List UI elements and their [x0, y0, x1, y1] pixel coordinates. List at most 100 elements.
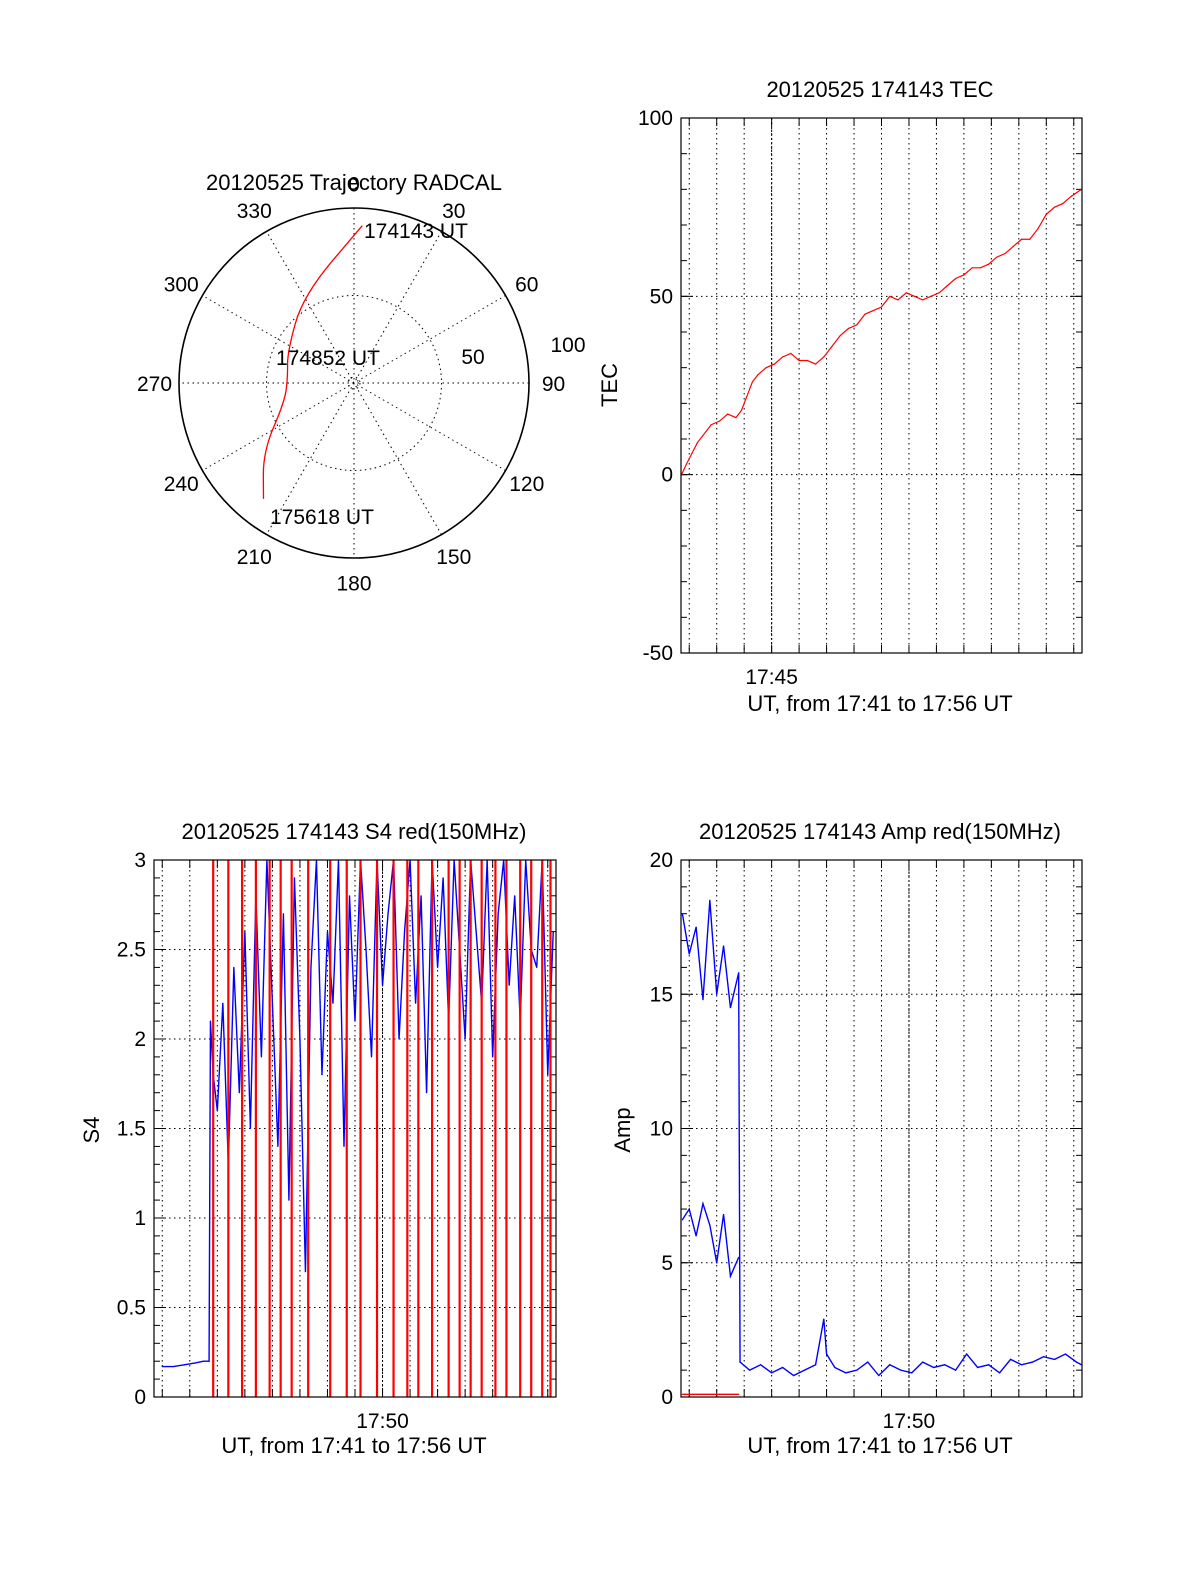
data-point	[790, 352, 792, 354]
data-point	[343, 1145, 345, 1147]
data-point	[299, 1038, 301, 1040]
data-point	[202, 1360, 205, 1362]
data-point	[233, 966, 235, 969]
data-point	[856, 1369, 858, 1371]
data-point	[709, 899, 711, 901]
y-tick-label: 2.5	[117, 939, 146, 962]
data-series-line	[681, 188, 1082, 475]
data-point	[398, 1038, 400, 1040]
data-point	[966, 1353, 968, 1355]
polar-trajectory-line	[262, 225, 363, 499]
data-point	[244, 931, 246, 933]
data-point	[878, 1374, 880, 1377]
data-point	[209, 1020, 212, 1022]
data-point	[938, 292, 940, 294]
data-point	[437, 966, 439, 969]
data-point	[249, 1127, 251, 1130]
data-point	[803, 1369, 806, 1371]
x-tick-label: 17:50	[883, 1410, 936, 1433]
data-point	[1075, 1361, 1078, 1363]
data-point	[216, 1110, 218, 1112]
data-point	[872, 310, 874, 312]
data-point	[1053, 206, 1056, 208]
polar-azimuth-label: 120	[509, 473, 544, 496]
y-tick-label: 0	[661, 464, 673, 487]
amp-chart: 20120525 174143 Amp red(150MHz) 0 5 10 15 20…	[610, 819, 1083, 1458]
data-point	[839, 334, 841, 337]
data-series-line	[162, 859, 554, 1368]
data-point	[354, 1020, 356, 1022]
data-point	[304, 1271, 307, 1273]
data-point	[782, 1366, 784, 1369]
data-point	[979, 267, 981, 269]
data-point	[365, 948, 367, 951]
data-point	[760, 1364, 762, 1366]
data-point	[757, 374, 759, 376]
data-point	[727, 413, 729, 415]
data-point	[944, 1364, 946, 1366]
data-point	[1031, 1361, 1034, 1363]
data-point	[1012, 245, 1014, 247]
tec-plot-area: -50 0 50 100 17:45	[638, 107, 1083, 689]
data-point	[709, 1224, 711, 1226]
data-point	[1020, 238, 1023, 240]
data-point	[348, 895, 351, 897]
data-point	[729, 1007, 732, 1009]
s4-plot-area: 0 0.5 1 1.5 2 2.5 3 17:50	[117, 849, 557, 1433]
data-point	[326, 931, 329, 933]
tec-xlabel: UT, from 17:41 to 17:56 UT	[747, 691, 1012, 716]
data-point	[238, 1092, 240, 1094]
data-point	[547, 1074, 549, 1076]
data-point	[1042, 1356, 1045, 1358]
y-tick-label: 1.5	[117, 1118, 146, 1141]
data-point	[514, 895, 516, 897]
data-point	[988, 1364, 990, 1366]
s4-xlabel: UT, from 17:41 to 17:56 UT	[221, 1433, 486, 1458]
data-point	[425, 1092, 428, 1094]
data-point	[464, 1038, 466, 1040]
data-point	[387, 913, 389, 915]
data-point	[718, 420, 721, 422]
data-point	[738, 1256, 740, 1258]
data-point	[977, 1366, 979, 1369]
data-point	[933, 1366, 935, 1369]
data-point	[702, 1203, 704, 1205]
data-point	[321, 1074, 323, 1076]
data-point	[442, 877, 444, 879]
y-tick-label: 3	[134, 849, 146, 872]
data-point	[905, 292, 907, 294]
data-point	[536, 966, 538, 969]
amp-ylabel: Amp	[610, 1107, 635, 1152]
data-point	[749, 1369, 751, 1371]
data-point	[1029, 238, 1031, 240]
data-point	[738, 972, 740, 974]
polar-trajectory-chart: 20120525 Trajectory RADCAL 0 30 60 90 120 150…	[137, 170, 586, 596]
polar-spoke	[266, 231, 442, 535]
amp-plot-area: 0 5 10 15 20 17:50	[650, 849, 1083, 1433]
polar-azimuth-label: 300	[164, 273, 199, 296]
polar-azimuth-label: 210	[237, 546, 272, 569]
data-point	[845, 1372, 847, 1374]
data-point	[814, 363, 817, 365]
y-tick-label: 0.5	[117, 1297, 146, 1320]
data-point	[913, 295, 916, 297]
polar-time-annotation: 175618 UT	[270, 506, 374, 529]
data-point	[856, 324, 858, 326]
data-point	[823, 356, 825, 358]
polar-center-ring	[347, 376, 361, 390]
data-point	[729, 1275, 732, 1277]
polar-labels: 0 30 60 90 120 150 180 210 240 270 300 330 50 100	[137, 174, 586, 596]
polar-time-annotation: 174852 UT	[276, 347, 380, 370]
x-tick-label: 17:50	[356, 1410, 409, 1433]
data-point	[722, 945, 725, 947]
data-point	[806, 359, 808, 362]
tec-chart: 20120525 174143 TEC -50 0 50 100 17:45 UT, f…	[597, 77, 1083, 716]
data-point	[955, 277, 957, 280]
data-point	[864, 313, 866, 315]
polar-title: 20120525 Trajectory RADCAL	[206, 170, 502, 195]
data-point	[688, 953, 690, 955]
y-tick-label: 2	[134, 1028, 146, 1051]
y-tick-label: 50	[650, 285, 673, 308]
data-point	[746, 395, 748, 397]
data-point	[688, 1208, 690, 1210]
